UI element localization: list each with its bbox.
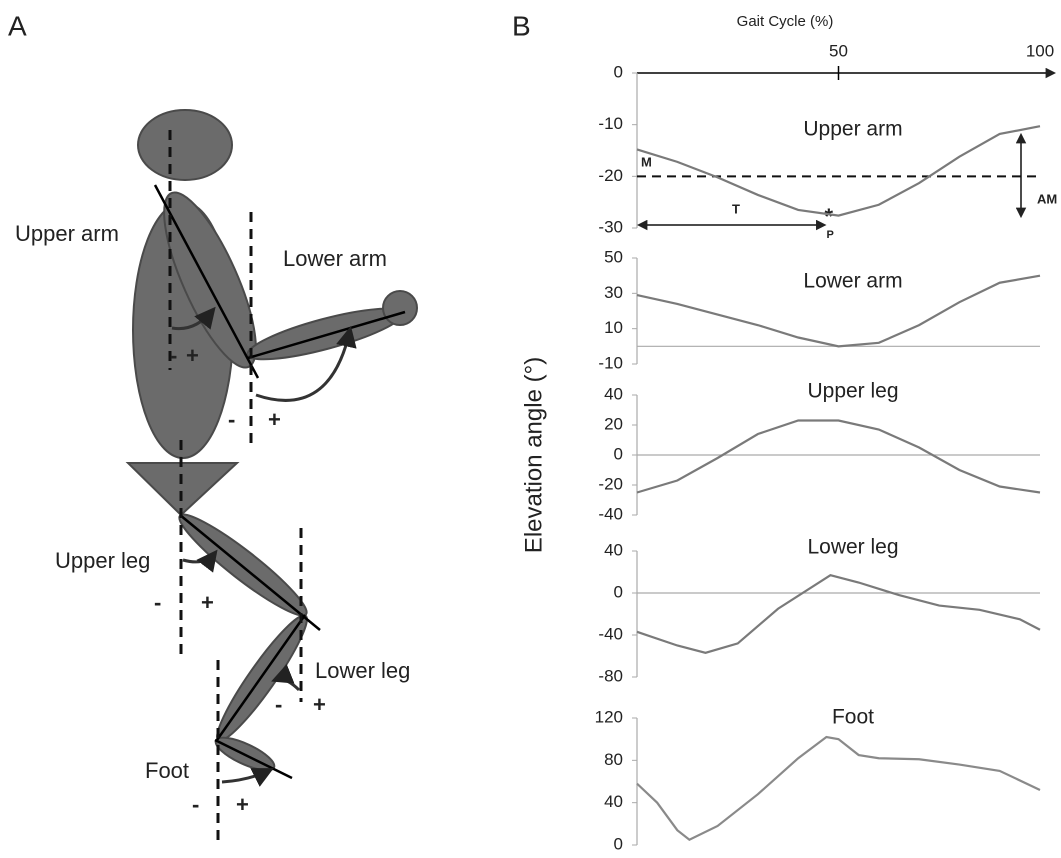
panel-b: B Gait Cycle (%) Elevation angle (°) [512,10,833,553]
angle-arrow [255,325,357,402]
y-tick-label: 20 [604,414,623,433]
chart-title: Lower leg [807,536,898,559]
segment-label: Lower leg [315,658,410,683]
chart-title: Foot [832,706,874,729]
x-tick-label: 50 [829,41,848,60]
sign: - [192,792,199,817]
upper-arm [163,191,257,369]
chart-title: Upper arm [803,118,902,141]
annotation: T [732,201,740,216]
lower-arm [246,307,404,361]
angle-arrow [171,306,216,331]
y-tick-label: -20 [598,166,623,185]
sign: - [154,590,161,615]
angle-arrow [271,664,301,692]
chart-title: Lower arm [803,270,902,293]
annotation: P [826,229,833,241]
x-axis-title: Gait Cycle (%) [737,13,834,30]
y-tick-label: -10 [598,353,623,372]
chart-title: Upper leg [807,380,898,403]
data-line [636,573,1041,654]
head [137,109,233,181]
sign: - [228,407,235,432]
data-line [636,274,1041,348]
y-tick-label: -80 [598,666,623,685]
sign: + [201,590,214,615]
data-line [636,735,1041,841]
y-tick-label: 10 [604,318,623,337]
sign: + [313,692,326,717]
segment-label: Foot [145,758,189,783]
x-tick-label: 100 [1026,41,1054,60]
segment-label: Upper arm [15,221,119,246]
y-tick-label: 30 [604,283,623,302]
y-tick-label: 40 [604,540,623,559]
segment-label: Lower arm [283,246,387,271]
sign: - [170,343,177,368]
panel-letter: B [512,10,531,41]
y-tick-label: 0 [614,444,623,463]
y-tick-label: 0 [614,582,623,601]
angle-arrow [221,768,274,787]
y-tick-label: 50 [604,247,623,266]
panel-letter: A [8,10,27,41]
annotation: * [824,204,833,229]
data-line [636,419,1041,494]
sign: + [268,407,281,432]
segment-line [247,310,406,360]
hand [382,290,418,326]
y-tick-label: 80 [604,750,623,769]
segment-line [215,614,307,741]
y-tick-label: -40 [598,624,623,643]
y-tick-label: 0 [614,62,623,81]
y-tick-label: 40 [604,792,623,811]
panel-a: A Upper arm Lower arm Upper leg Lower le… [8,10,418,840]
y-tick-label: 40 [604,384,623,403]
y-axis-title: Elevation angle (°) [520,357,547,553]
segment-line [153,184,260,379]
annotation: AM [1037,191,1057,206]
y-tick-label: 120 [595,707,623,726]
data-line [636,125,1041,217]
y-tick-label: 0 [614,834,623,853]
y-tick-label: -40 [598,504,623,523]
segment-line [214,738,293,780]
sign: + [236,792,249,817]
sign: + [186,343,199,368]
y-tick-label: -30 [598,217,623,236]
y-tick-label: -10 [598,114,623,133]
segment-label: Upper leg [55,548,150,573]
y-tick-label: -20 [598,474,623,493]
angle-arrow [182,549,218,573]
sign: - [275,692,282,717]
annotation: M [641,154,652,169]
segment-line [179,514,321,631]
pelvis [125,462,240,517]
